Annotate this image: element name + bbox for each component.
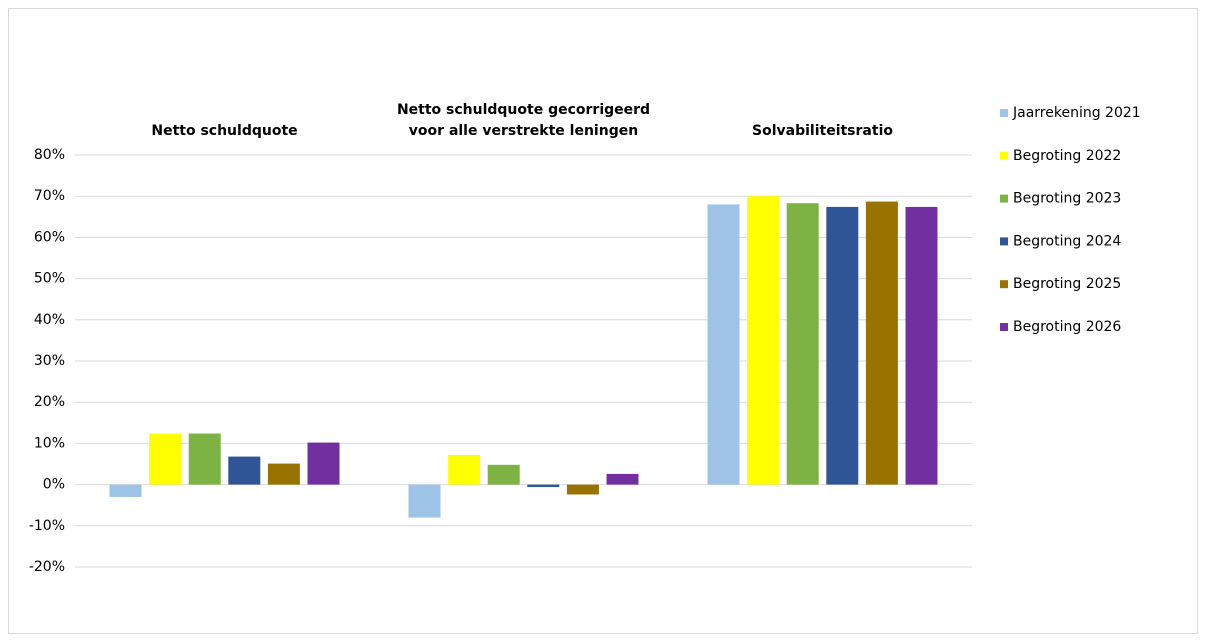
- bar: [905, 206, 938, 485]
- bar: [786, 203, 819, 485]
- legend-swatch: [1000, 323, 1008, 331]
- bar: [527, 484, 560, 488]
- category-label: Netto schuldquote gecorrigeerd voor alle…: [396, 102, 651, 139]
- legend-label: Begroting 2023: [1013, 191, 1121, 207]
- bar: [566, 484, 599, 495]
- legend-label: Begroting 2022: [1013, 148, 1121, 164]
- legend-label: Begroting 2024: [1013, 233, 1121, 249]
- legend-label: Begroting 2026: [1013, 319, 1121, 335]
- category-label: Solvabiliteitsratio: [752, 123, 893, 139]
- bar: [865, 201, 898, 485]
- legend-swatch: [1000, 194, 1008, 203]
- bar: [448, 454, 481, 485]
- y-tick-label: 80%: [34, 147, 65, 163]
- legend-swatch: [1000, 280, 1008, 289]
- bar: [267, 463, 300, 485]
- y-tick-label: -20%: [29, 559, 65, 575]
- bar: [228, 456, 261, 485]
- y-tick-label: 60%: [34, 229, 65, 245]
- chart-frame: [8, 8, 1198, 634]
- legend-label: Begroting 2025: [1013, 276, 1121, 292]
- legend-swatch: [1000, 237, 1008, 246]
- y-tick-label: 50%: [34, 271, 65, 287]
- y-tick-label: 10%: [34, 435, 65, 451]
- y-tick-label: 70%: [34, 188, 65, 204]
- y-tick-label: 20%: [34, 394, 65, 410]
- bar: [307, 442, 340, 485]
- y-tick-label: 30%: [34, 353, 65, 369]
- legend-label: Jaarrekening 2021: [1012, 105, 1141, 121]
- bar: [149, 433, 182, 485]
- category-label: Netto schuldquote: [151, 123, 298, 139]
- bar: [826, 206, 859, 485]
- bar: [747, 196, 780, 485]
- bar: [606, 473, 639, 485]
- y-tick-label: 0%: [43, 477, 65, 493]
- bar: [408, 484, 441, 518]
- y-tick-label: -10%: [29, 518, 65, 534]
- legend-swatch: [1000, 109, 1008, 117]
- legend-swatch: [1000, 151, 1008, 160]
- bar: [188, 433, 221, 485]
- bar: [707, 204, 740, 485]
- bar: [109, 484, 142, 497]
- bar: [487, 464, 520, 485]
- y-tick-label: 40%: [34, 312, 65, 328]
